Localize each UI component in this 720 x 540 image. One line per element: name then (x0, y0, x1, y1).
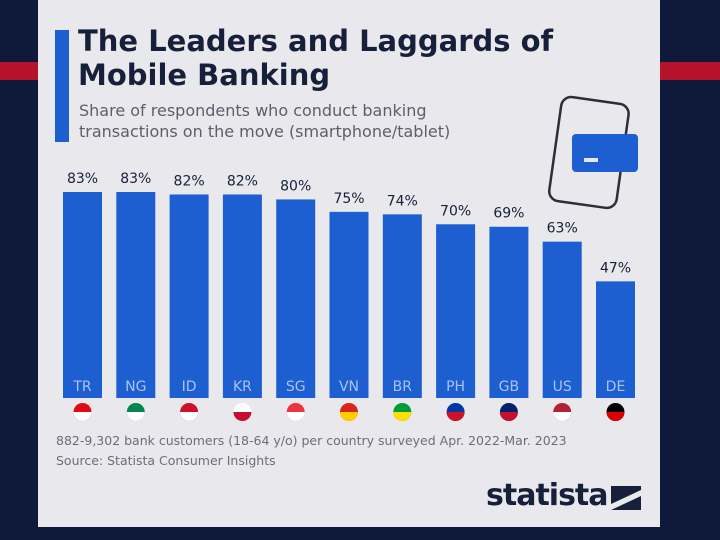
value-label: 82% (227, 173, 258, 189)
bar (382, 214, 422, 398)
x-tick-label: VN (339, 379, 359, 395)
brand-icon (611, 486, 641, 510)
accent-bar (55, 30, 69, 142)
bar (116, 192, 156, 398)
value-label: 63% (547, 221, 578, 237)
flag (233, 412, 252, 421)
source: Source: Statista Consumer Insights (56, 453, 276, 468)
stripe (0, 62, 38, 80)
value-label: 82% (174, 173, 205, 189)
chart-subtitle: Share of respondents who conduct banking… (79, 101, 451, 141)
footnote: 882-9,302 bank customers (18-64 y/o) per… (56, 433, 567, 448)
x-tick-label: KR (233, 379, 252, 395)
flag (499, 412, 518, 422)
flag (73, 412, 92, 421)
bar (436, 224, 476, 398)
bar (222, 194, 262, 398)
value-label: 47% (600, 260, 631, 276)
x-tick-label: ID (182, 379, 197, 395)
x-tick-label: DE (606, 379, 626, 395)
bar (489, 226, 529, 398)
bar (169, 194, 209, 398)
flag (606, 412, 625, 421)
flag (553, 412, 572, 421)
stripe (660, 62, 720, 80)
value-label: 75% (333, 191, 364, 207)
bar (329, 211, 369, 398)
bar (596, 281, 635, 398)
x-tick-label: US (553, 379, 572, 395)
flag (393, 412, 412, 421)
value-label: 83% (67, 171, 98, 187)
value-label: 69% (493, 206, 524, 222)
value-label: 83% (120, 171, 151, 187)
value-label: 74% (387, 193, 418, 209)
flag (126, 412, 145, 421)
value-label: 80% (280, 178, 311, 194)
flag (446, 412, 465, 421)
bar (542, 241, 582, 398)
value-label: 70% (440, 203, 471, 219)
bar (63, 192, 102, 398)
x-tick-label: SG (286, 379, 306, 395)
x-tick-label: NG (125, 379, 146, 395)
x-tick-label: PH (446, 379, 465, 395)
x-tick-label: TR (72, 379, 92, 395)
bar (276, 199, 316, 398)
phone-icon (547, 95, 638, 210)
flag (180, 412, 199, 421)
brand: statista (486, 478, 609, 513)
flag (286, 412, 305, 421)
chart-title: The Leaders and Laggards of Mobile Banki… (78, 24, 554, 92)
flag (340, 412, 358, 421)
x-tick-label: BR (393, 379, 413, 395)
x-tick-label: GB (499, 379, 519, 395)
